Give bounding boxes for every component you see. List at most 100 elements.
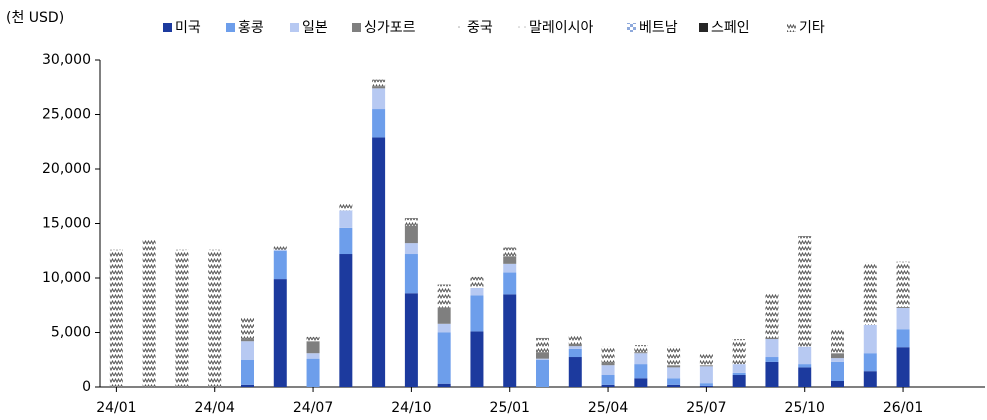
bar-segment — [142, 239, 156, 387]
legend-label: 중국 — [467, 20, 493, 36]
bar-segment — [798, 367, 812, 387]
bar-segment — [699, 383, 713, 386]
bar-segment — [306, 336, 320, 342]
y-axis-label: (천 USD) — [6, 10, 64, 26]
bar-segment — [273, 246, 287, 250]
bar-segment — [765, 339, 779, 358]
bar-segment — [896, 307, 910, 330]
bar-segment — [568, 335, 582, 344]
bar-segment — [404, 243, 418, 255]
bar-segment — [896, 329, 910, 348]
bar-segment — [208, 249, 222, 387]
bar-segment — [306, 353, 320, 359]
bar-segment — [339, 210, 353, 228]
bar-segment — [437, 284, 451, 308]
legend-swatch — [627, 23, 636, 32]
bar-segment — [568, 346, 582, 349]
bar-segment — [339, 227, 353, 255]
legend-swatch — [517, 23, 526, 32]
bar-segment — [896, 261, 910, 307]
bar-segment — [503, 263, 517, 273]
bar-segment — [831, 353, 844, 359]
legend-label: 베트남 — [639, 20, 678, 36]
bar-segment — [437, 332, 451, 384]
bar-segment — [863, 353, 877, 372]
legend-swatch — [787, 23, 796, 32]
bar-segment — [241, 359, 254, 385]
bar-segment — [372, 137, 386, 387]
bar-segment — [634, 353, 648, 365]
bar-segment — [896, 306, 910, 308]
bar-segment — [273, 249, 287, 251]
x-tick-label: 24/04 — [195, 400, 235, 416]
legend-label: 기타 — [799, 20, 825, 36]
bar-segment — [831, 329, 844, 354]
bar-segment — [273, 250, 287, 280]
bar-segment — [568, 348, 582, 358]
bar-segment — [470, 276, 484, 288]
bar-segment — [634, 378, 648, 387]
bar-segment — [241, 341, 254, 360]
bar-segment — [372, 86, 386, 89]
y-tick-label: 15,000 — [42, 216, 91, 232]
x-tick-label: 25/07 — [686, 400, 726, 416]
bar-segment — [634, 364, 648, 379]
bar-segment — [536, 337, 549, 353]
legend-swatch — [699, 23, 708, 32]
bar-segment — [765, 293, 779, 338]
bar-segment — [470, 331, 484, 387]
bar-segment — [503, 272, 517, 295]
bar-segment — [699, 365, 713, 367]
bar-segment — [601, 384, 615, 387]
bar-segment — [831, 381, 844, 387]
y-tick-label: 20,000 — [42, 161, 91, 177]
x-tick-label: 25/04 — [588, 400, 628, 416]
bar-segment — [699, 366, 713, 384]
x-tick-label: 25/01 — [490, 400, 530, 416]
x-tick-label: 24/10 — [391, 400, 431, 416]
bar-segment — [699, 385, 713, 387]
bar-segment — [863, 371, 877, 387]
legend-label: 일본 — [302, 20, 328, 36]
bar-segment — [437, 307, 451, 324]
bar-segment — [601, 346, 615, 364]
bar-segment — [667, 378, 681, 385]
bar-segment — [634, 352, 648, 354]
bar-segment — [601, 375, 615, 385]
y-tick-label: 5,000 — [51, 325, 91, 341]
legend: 미국 홍콩 일본 싱가포르 중국 말레이시아 베트남 스페인 기타 — [163, 20, 825, 36]
legend-swatch — [352, 23, 361, 32]
bar-segment — [404, 225, 418, 244]
bar-segment — [241, 384, 254, 387]
bar-segment — [470, 287, 484, 296]
legend-label: 미국 — [175, 20, 201, 36]
bar-segment — [798, 346, 812, 365]
legend-swatch — [163, 23, 172, 32]
x-tick-label: 24/07 — [293, 400, 333, 416]
legend-swatch — [455, 23, 464, 32]
bar-segment — [863, 324, 877, 354]
legend-label: 말레이시아 — [529, 20, 594, 36]
bar-segment — [306, 358, 320, 387]
legend-label: 싱가포르 — [364, 20, 416, 36]
bar-segment — [699, 354, 713, 366]
bar-segment — [568, 357, 582, 387]
bar-segment — [306, 341, 320, 354]
bar-segment — [372, 79, 386, 87]
bar-segment — [404, 293, 418, 387]
y-tick-label: 30,000 — [42, 52, 91, 68]
bar-segment — [667, 384, 681, 387]
bar-segment — [732, 339, 746, 365]
bar-segment — [831, 361, 844, 382]
y-tick-label: 10,000 — [42, 270, 91, 286]
bar-segment — [798, 364, 812, 368]
bar-segment — [536, 359, 549, 387]
bar-segment — [536, 358, 549, 360]
bar-segment — [732, 375, 746, 387]
bar-segment — [634, 345, 648, 353]
bar-segment — [241, 339, 254, 342]
legend-label: 스페인 — [711, 20, 750, 36]
legend-label: 홍콩 — [238, 20, 264, 36]
bar-segment — [339, 203, 353, 211]
bar-segment — [568, 343, 582, 347]
